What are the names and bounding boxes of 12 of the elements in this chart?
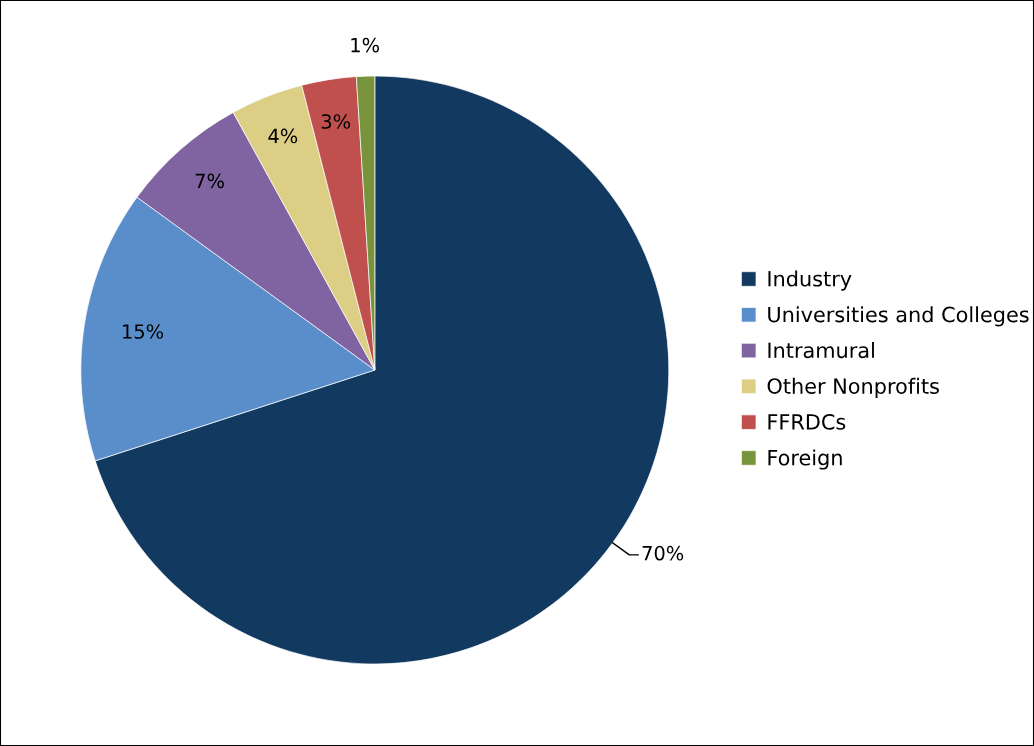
- legend-label: Industry: [768, 270, 852, 291]
- data-label: 7%: [195, 173, 224, 189]
- data-label: 15%: [123, 324, 164, 339]
- data-label: 70%: [642, 545, 684, 561]
- legend-label: Intramural: [768, 342, 874, 359]
- legend-label: Foreign: [768, 449, 842, 470]
- legend-label: Other Nonprofits: [767, 377, 939, 398]
- legend-label: FFRDCs: [768, 413, 846, 430]
- legend-label: Universities and Colleges: [768, 306, 1029, 327]
- data-label: 3%: [321, 114, 351, 129]
- data-label: 1%: [351, 37, 380, 53]
- data-label: 4%: [268, 128, 298, 144]
